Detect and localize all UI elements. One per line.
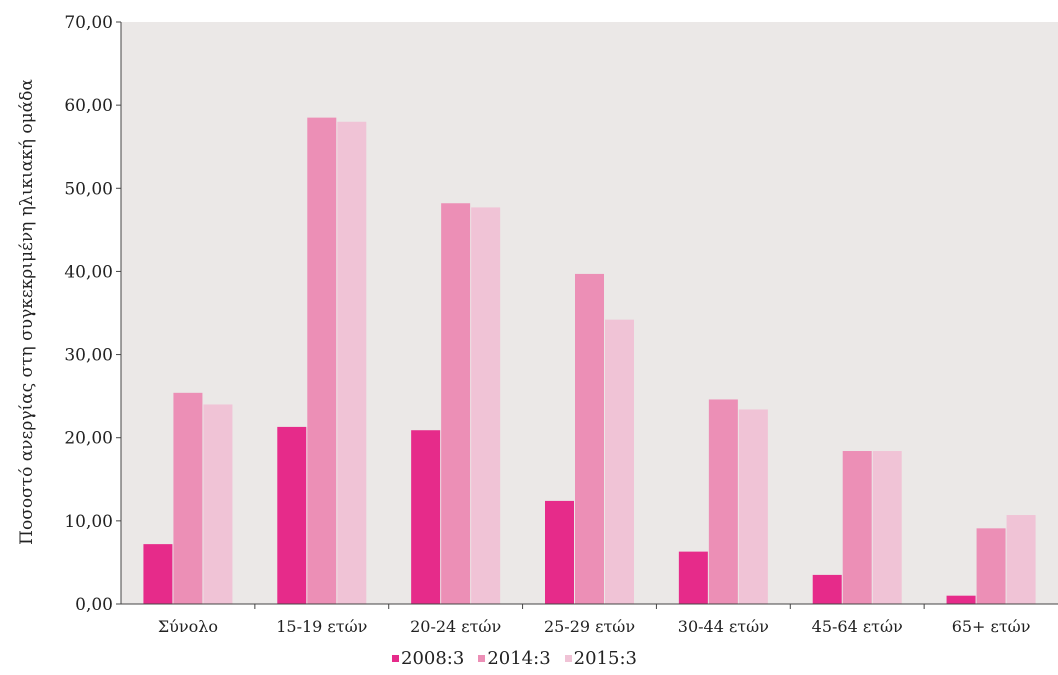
bar-2008-3 [678,551,708,604]
bar-2015-3 [738,409,768,604]
bar-2008-3 [946,595,976,604]
x-tick-label: 20-24 ετών [410,617,501,636]
y-tick-label: 10,00 [64,512,113,532]
y-tick-label: 70,00 [64,13,113,33]
x-tick-label: 30-44 ετών [678,617,769,636]
x-tick-label: 25-29 ετών [544,617,635,636]
x-tick-label: Σύνολο [158,617,218,636]
bar-2008-3 [277,426,307,604]
x-tick-label: 15-19 ετών [276,617,367,636]
y-tick-label: 30,00 [64,346,113,366]
y-tick-label: 0,00 [75,595,113,615]
bar-2014-3 [575,273,604,604]
bar-2008-3 [812,574,842,604]
y-tick-label: 60,00 [64,96,113,116]
x-tick-label: 65+ ετών [952,617,1031,636]
bar-2015-3 [471,207,501,604]
legend-swatch [564,655,572,662]
x-tick-label: 45-64 ετών [812,617,903,636]
y-tick-label: 40,00 [64,262,113,282]
legend-item: 2015:3 [564,648,637,669]
bar-chart: 0,0010,0020,0030,0040,0050,0060,0070,00 … [17,13,1058,636]
bar-2008-3 [545,500,574,604]
bar-2015-3 [337,121,367,605]
bar-2014-3 [307,117,337,604]
bar-2015-3 [1006,515,1036,604]
legend-label: 2014:3 [487,648,551,669]
legend-swatch [478,655,486,662]
legend-item: 2014:3 [478,648,551,669]
bars [143,117,1036,605]
bar-2014-3 [708,399,738,604]
y-axis-ticks: 0,00 10,00 20,00 30,00 40,00 50,00 60,00 70,00 [64,13,121,615]
y-tick-label: 50,00 [64,179,113,199]
legend: 2008:3 2014:3 2015:3 [392,648,637,669]
bar-2015-3 [203,404,233,604]
bar-2008-3 [411,430,441,604]
bar-2015-3 [872,451,902,604]
x-axis-labels: Σύνολο 15-19 ετών 20-24 ετών 25-29 ετών 30-4… [158,604,1031,636]
bar-2014-3 [441,203,471,604]
bar-2014-3 [173,392,203,604]
legend-swatch [392,655,399,662]
bar-2014-3 [842,451,872,604]
bar-2015-3 [605,319,634,604]
legend-label: 2015:3 [573,648,637,669]
y-tick-label: 20,00 [64,429,113,449]
legend-item: 2008:3 [392,648,464,669]
legend-label: 2008:3 [401,648,465,669]
bar-2014-3 [976,528,1006,604]
y-axis-label: Ποσοστό ανεργίας στη συγκεκριμένη ηλικια… [17,79,37,545]
bar-2008-3 [143,544,173,604]
